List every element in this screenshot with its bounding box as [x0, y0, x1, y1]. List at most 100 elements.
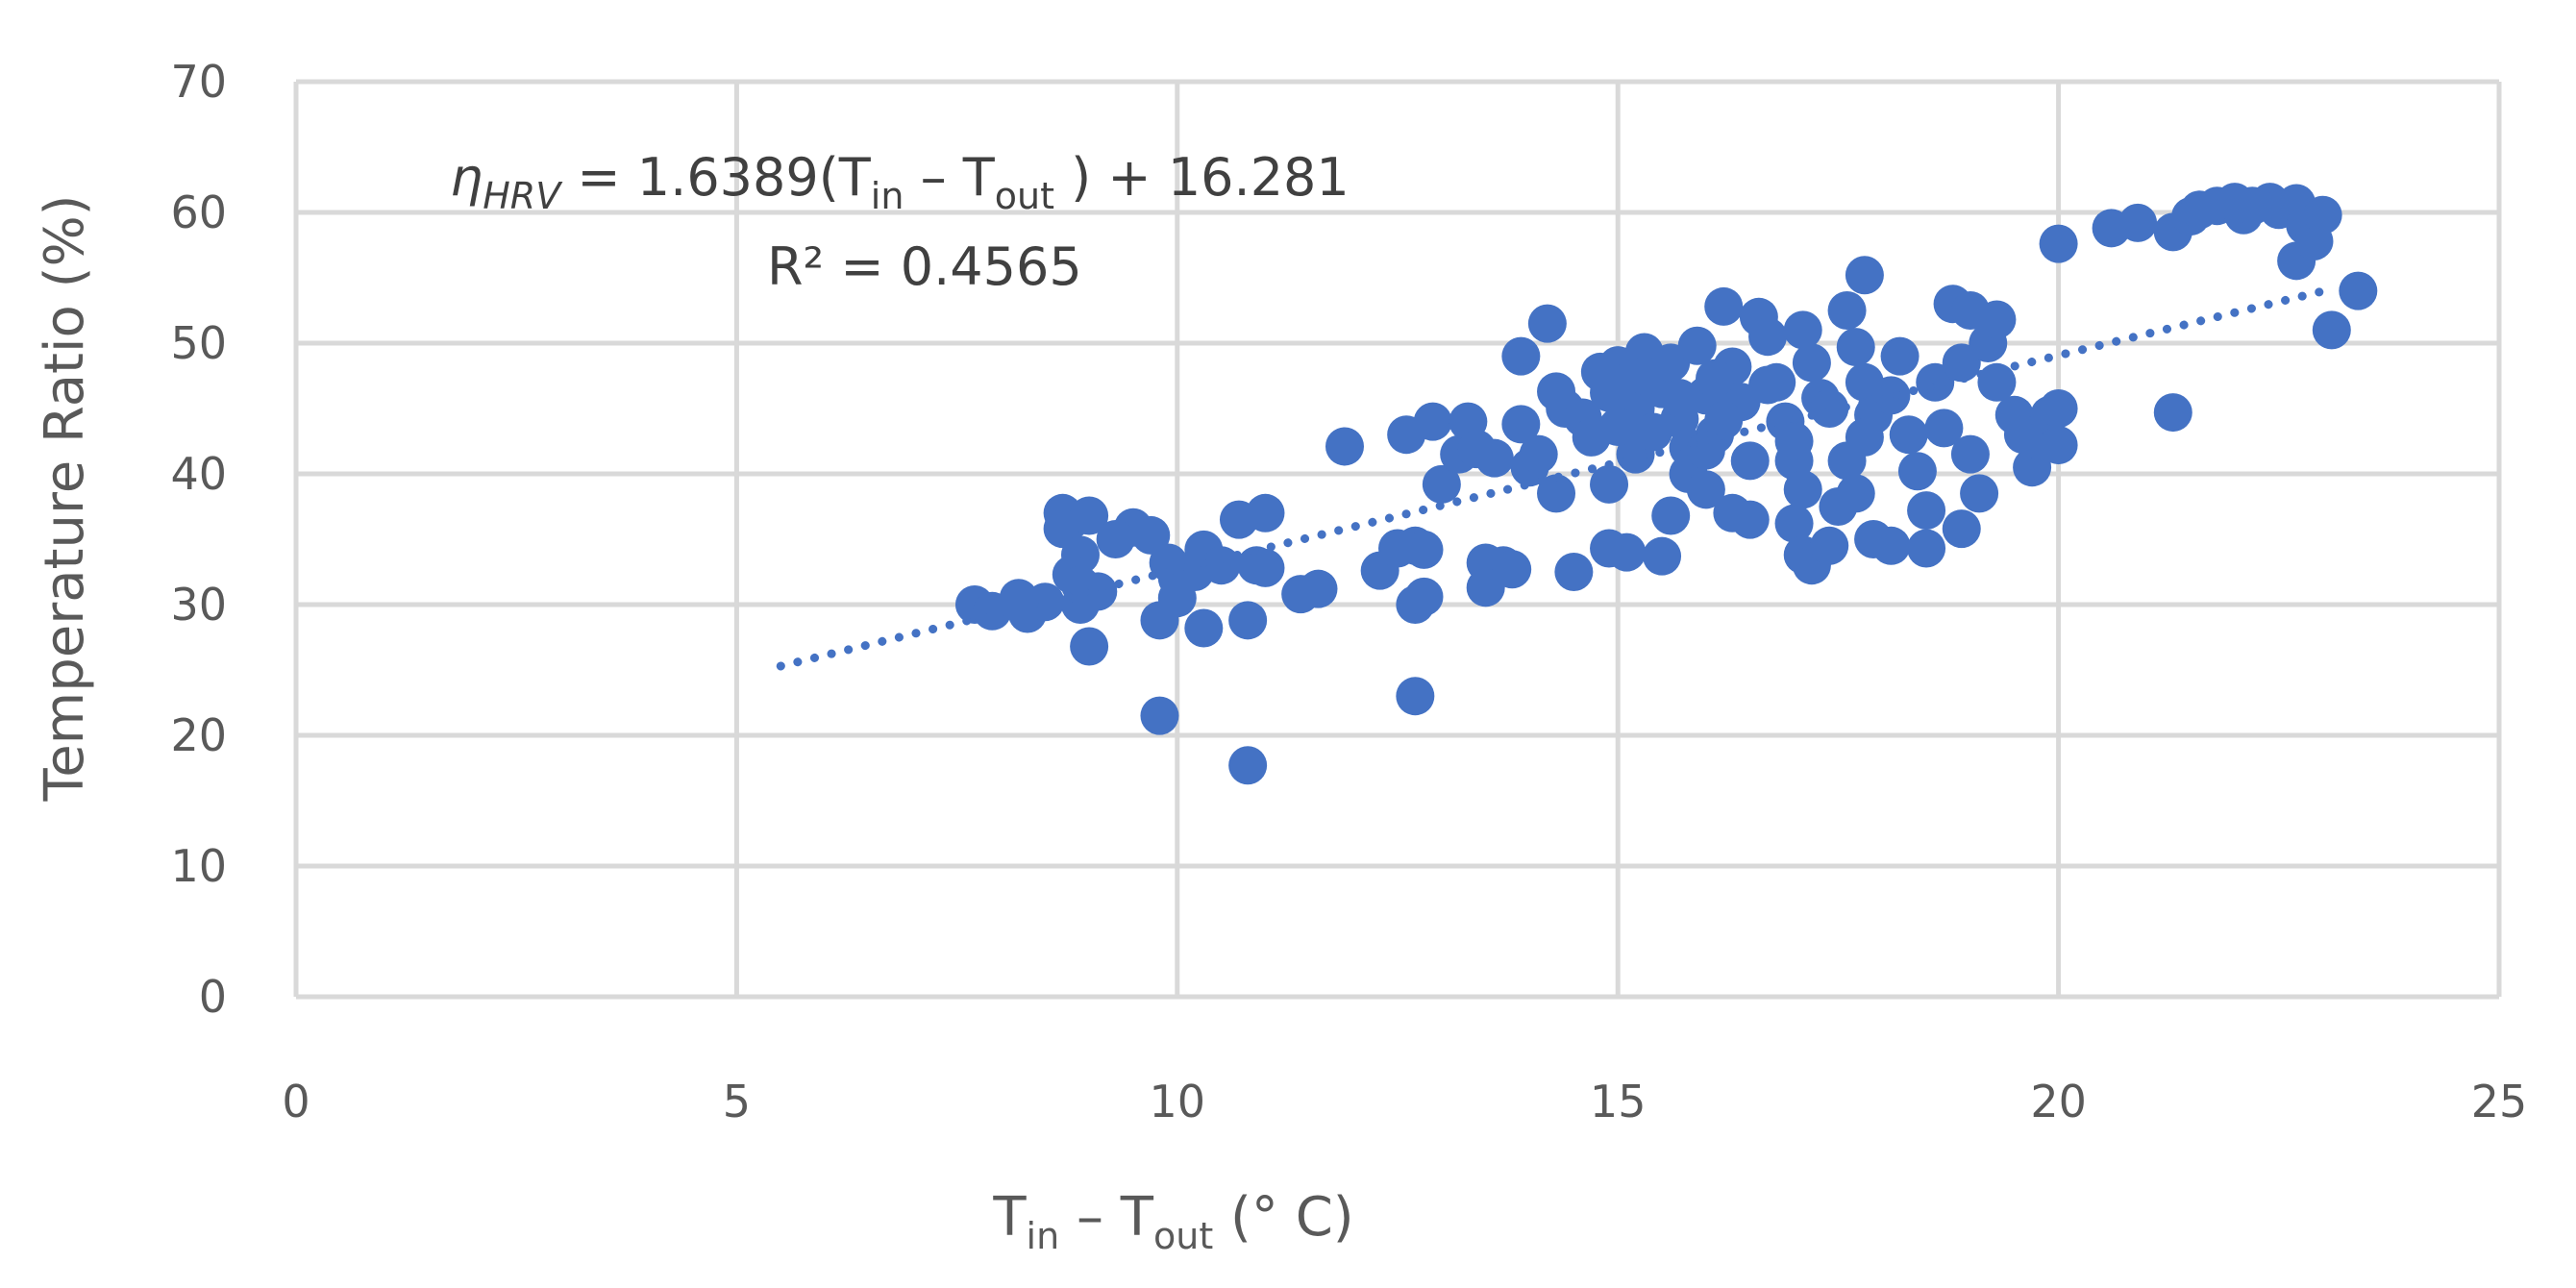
data-point [1950, 434, 1990, 474]
data-point [1228, 746, 1268, 785]
data-point [1783, 470, 1822, 509]
data-point [1836, 328, 1875, 367]
data-point [1422, 464, 1461, 504]
data-point [1457, 430, 1497, 469]
x-title-sub-in: in [1027, 1215, 1060, 1257]
data-point [2312, 310, 2351, 350]
data-point [1871, 526, 1911, 565]
data-point [1907, 491, 1946, 531]
data-point [1889, 415, 1928, 455]
data-point [1404, 577, 1444, 616]
data-point [1696, 359, 1735, 398]
x-tick-label: 20 [2030, 1076, 2087, 1127]
data-point [1792, 343, 1831, 383]
data-point [1184, 608, 1224, 648]
gridlines [293, 79, 2502, 1000]
data-point [1607, 533, 1647, 572]
y-tick-label: 60 [170, 186, 227, 238]
data-point [1748, 365, 1788, 405]
data-point [1140, 696, 1179, 735]
data-point [1897, 452, 1937, 491]
data-point [1070, 627, 1109, 666]
data-point [1783, 310, 1822, 350]
data-point [1942, 509, 1981, 549]
data-point [1686, 431, 1725, 470]
y-tick-label: 70 [170, 56, 227, 108]
data-point [1624, 357, 1664, 395]
data-point [2153, 393, 2192, 433]
data-point [1871, 376, 1911, 415]
data-points [954, 183, 2378, 785]
y-tick-label: 0 [199, 971, 227, 1023]
data-point [1396, 677, 1435, 716]
data-point [1501, 405, 1541, 444]
x-title-mid: – T [1059, 1186, 1154, 1249]
data-point [1924, 409, 1964, 448]
data-point [1916, 362, 1955, 402]
trendline [776, 285, 2337, 671]
x-title-t1: T [992, 1186, 1027, 1249]
y-tick-label: 30 [170, 579, 227, 631]
data-point [1325, 427, 1364, 466]
data-point [1493, 550, 1532, 589]
data-point [1519, 434, 1558, 474]
y-axis-title: Temperature Ratio (%) [34, 194, 96, 802]
r-squared-label: R² = 0.4565 [767, 236, 1082, 297]
data-point [2039, 389, 2078, 428]
y-tick-label: 10 [170, 840, 227, 892]
x-axis-title: Tin – Tout (° C) [992, 1186, 1353, 1257]
x-tick-label: 25 [2471, 1076, 2528, 1127]
data-point [1977, 300, 2017, 339]
y-tick-label: 20 [170, 709, 227, 761]
x-axis-ticks: 0 5 10 15 20 25 [282, 1076, 2527, 1127]
data-point [2118, 203, 2158, 242]
data-point [1704, 401, 1744, 440]
data-point [1748, 317, 1788, 357]
data-point [1960, 474, 1999, 513]
y-axis-ticks: 0 10 20 30 40 50 60 70 [170, 56, 227, 1023]
data-point [1836, 474, 1875, 513]
data-point [1554, 553, 1594, 591]
x-title-sub-out: out [1153, 1215, 1213, 1257]
equation-sub-in: in [871, 175, 904, 217]
data-point [1537, 474, 1576, 513]
data-point [2039, 426, 2078, 465]
x-tick-label: 0 [282, 1076, 310, 1127]
data-point [1845, 417, 1884, 457]
data-point [1026, 582, 1065, 622]
data-point [1643, 536, 1682, 576]
trendline-equation: ηHRV = 1.6389(Tin – Tout ) + 16.281 [450, 147, 1350, 217]
data-point [1131, 515, 1171, 555]
data-point [1845, 256, 1884, 295]
data-point [1977, 362, 2017, 402]
data-point [1228, 601, 1268, 640]
data-point [1774, 504, 1814, 543]
data-point [1590, 464, 1629, 504]
data-point [1246, 548, 1285, 587]
data-point [1907, 529, 1946, 568]
eta-symbol: η [450, 147, 483, 208]
y-tick-label: 50 [170, 317, 227, 369]
data-point [1730, 441, 1770, 481]
x-tick-label: 15 [1590, 1076, 1647, 1127]
data-point [1686, 470, 1725, 509]
data-point [2039, 224, 2078, 263]
data-point [1299, 569, 1338, 608]
data-point [1413, 402, 1452, 441]
data-point [1176, 553, 1215, 591]
x-tick-label: 10 [1150, 1076, 1206, 1127]
data-point [1501, 336, 1541, 376]
data-point [1598, 408, 1638, 447]
x-tick-label: 5 [723, 1076, 751, 1127]
equation-sub-out: out [995, 175, 1054, 217]
data-point [2339, 271, 2378, 310]
data-point [1246, 493, 1285, 533]
equation-part-1: = 1.6389(T [560, 147, 872, 208]
data-point [1704, 286, 1744, 326]
data-point [1096, 520, 1135, 558]
data-point [1942, 343, 1981, 383]
x-title-unit: (° C) [1213, 1186, 1353, 1249]
equation-part-2: – T [904, 147, 995, 208]
data-point [1810, 526, 1849, 565]
